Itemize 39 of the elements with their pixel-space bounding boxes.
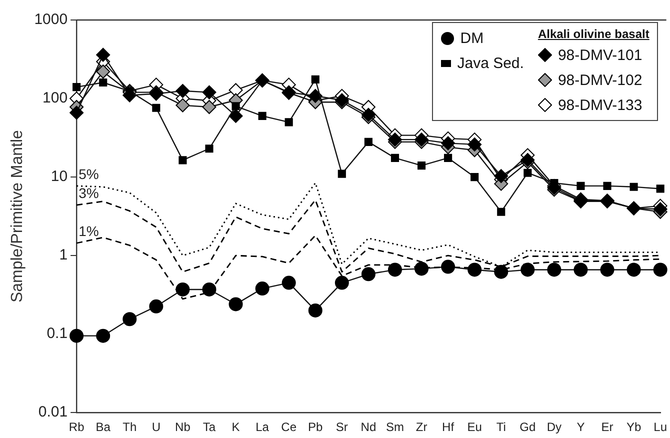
x-tick-label: Er [601, 420, 614, 434]
x-tick-label: La [256, 420, 270, 434]
legend-label: 98-DMV-102 [558, 72, 642, 88]
x-tick-label: Ta [202, 420, 216, 434]
x-tick-label: Zr [416, 420, 428, 434]
y-tick-label: 0.01 [38, 404, 68, 421]
x-tick-label: U [152, 420, 161, 434]
x-tick-label: Y [576, 420, 585, 434]
x-tick-label: Th [122, 420, 137, 434]
y-tick-label: 0.1 [46, 325, 68, 342]
x-tick-label: K [232, 420, 240, 434]
x-tick-label: Ti [496, 420, 506, 434]
y-tick-label: 1000 [34, 11, 68, 28]
x-tick-label: Nd [360, 420, 376, 434]
y-tick-label: 10 [50, 168, 68, 186]
y-tick-label: 100 [42, 90, 68, 107]
x-tick-label: Ce [281, 420, 297, 434]
x-tick-label: Sm [386, 420, 404, 434]
legend-label: DM [460, 30, 484, 46]
x-tick-label: Lu [654, 420, 668, 434]
series-label: 1% [78, 222, 99, 239]
legend-label: 98-DMV-133 [558, 96, 642, 114]
x-tick-label: Gd [520, 420, 536, 434]
x-tick-label: Pb [308, 420, 324, 434]
legend-title: Alkali olivine basalt [538, 27, 650, 41]
y-axis-title: Sample/Primitive Mantle [9, 130, 26, 303]
x-tick-label: Ba [96, 420, 111, 434]
legend-label: 98-DMV-101 [558, 46, 642, 64]
x-tick-label: Hf [442, 420, 455, 434]
x-tick-label: Rb [68, 420, 85, 434]
series-label: 3% [78, 184, 99, 201]
legend-label: Java Sed. [457, 54, 524, 72]
x-tick-label: Yb [626, 420, 642, 434]
x-tick-label: Dy [546, 420, 562, 434]
series-label: 5% [78, 166, 99, 182]
x-tick-label: Sr [336, 420, 348, 434]
x-tick-label: Eu [467, 420, 482, 434]
y-tick-label: 1 [59, 246, 68, 264]
x-tick-label: Nb [175, 420, 191, 434]
